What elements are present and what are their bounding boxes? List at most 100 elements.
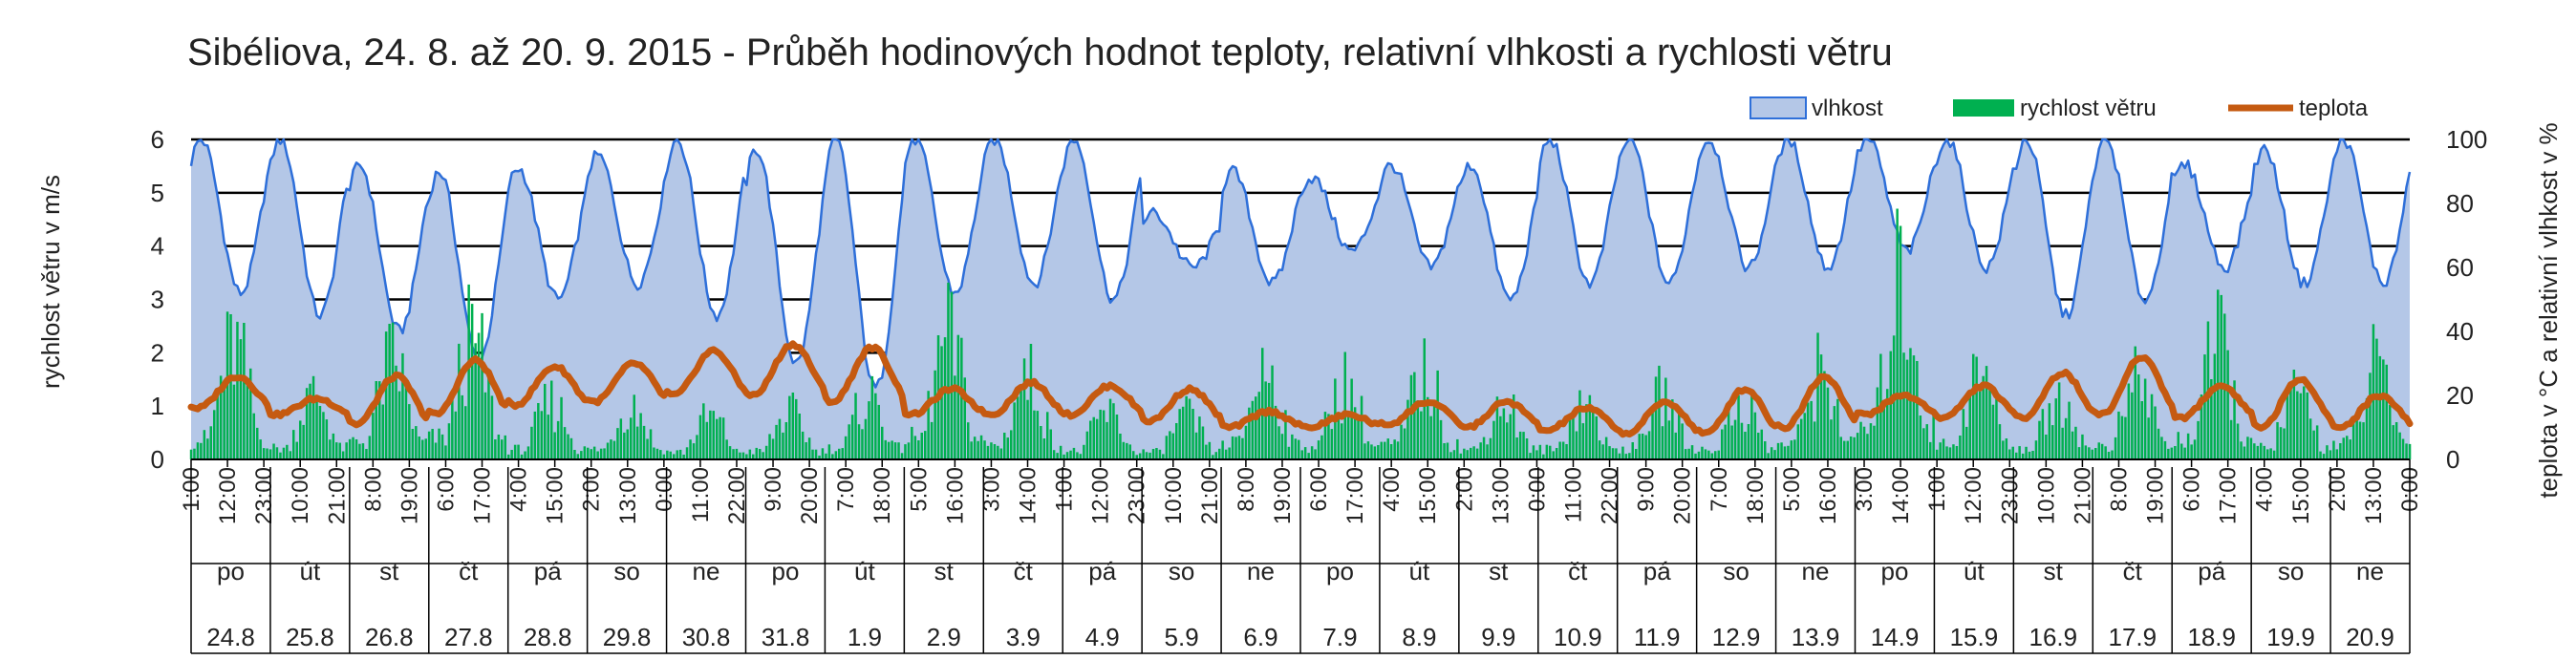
x-hour-label: 11:00: [688, 467, 714, 522]
wind-bar: [1721, 429, 1724, 459]
wind-bar: [368, 436, 372, 459]
x-hour-label: 2:00: [579, 467, 605, 512]
wind-bar: [1942, 438, 1945, 459]
temperature-line: [187, 340, 2414, 438]
x-date-label: 17.9: [2108, 623, 2157, 651]
x-hour-label: 13:00: [615, 467, 641, 524]
x-hour-label: 12:00: [215, 467, 241, 524]
wind-bar: [1604, 436, 1608, 459]
wind-bar: [279, 452, 282, 459]
wind-bar: [2038, 420, 2041, 459]
x-hour-label: 23:00: [251, 467, 277, 524]
legend-label-temperature: teplota: [2299, 96, 2369, 121]
wind-bar: [907, 442, 911, 459]
wind-bar: [917, 440, 920, 459]
wind-bar: [2018, 446, 2021, 459]
x-hour-label: 6:00: [2179, 467, 2205, 512]
wind-bar: [807, 437, 811, 459]
wind-bar: [1274, 405, 1277, 459]
x-hour-label: 4:00: [2252, 467, 2278, 512]
x-hour-label: 0:00: [652, 467, 677, 512]
wind-bar: [358, 443, 361, 459]
wind-bar: [1684, 449, 1687, 459]
wind-bar: [666, 450, 669, 459]
wind-bar: [1909, 348, 1912, 459]
wind-bar: [540, 411, 544, 459]
wind-bar: [2111, 450, 2114, 459]
wind-bar: [2193, 439, 2197, 459]
x-day-label: út: [1964, 557, 1985, 585]
wind-bar: [2177, 432, 2179, 459]
wind-bar: [1148, 452, 1151, 459]
wind-bar: [977, 440, 979, 459]
wind-bar: [2401, 438, 2405, 459]
y-tick-label-right: 40: [2446, 317, 2474, 346]
wind-bar: [189, 449, 193, 459]
x-hour-label: 15:00: [1415, 467, 1441, 524]
wind-bar: [1806, 402, 1810, 459]
y-axis-left-label: rychlost větru v m/s: [36, 175, 65, 389]
wind-bar: [1515, 437, 1518, 459]
wind-bar: [1171, 433, 1174, 459]
y-tick-label-left: 1: [151, 392, 164, 420]
wind-bar: [1853, 436, 1856, 459]
wind-bar: [1733, 419, 1737, 459]
wind-bar: [1155, 448, 1158, 459]
wind-bar: [2011, 446, 2014, 459]
wind-bar: [2385, 364, 2388, 459]
wind-bar: [1115, 415, 1119, 459]
x-hour-label: 13:00: [2361, 467, 2387, 524]
wind-bar: [1760, 429, 1763, 459]
wind-bar: [1102, 410, 1106, 459]
wind-bar: [2217, 289, 2220, 459]
wind-bar: [1132, 451, 1135, 459]
x-hour-label: 23:00: [1125, 467, 1150, 524]
x-day-label: ne: [1247, 557, 1275, 585]
wind-bar: [497, 435, 501, 459]
wind-bar: [1783, 446, 1787, 459]
y-axis-right-label: teplota v °C a relativní vlhkost v %: [2534, 122, 2563, 498]
wind-bar: [1353, 407, 1357, 459]
wind-bar: [329, 439, 332, 459]
wind-bar: [2015, 452, 2018, 459]
wind-bar: [424, 438, 427, 459]
wind-bar: [411, 429, 415, 459]
wind-bar: [1767, 453, 1770, 459]
wind-bar: [1869, 423, 1873, 459]
x-day-label: ne: [2356, 557, 2384, 585]
wind-bar: [2157, 428, 2160, 459]
wind-bar: [1704, 449, 1707, 459]
wind-bar: [2203, 354, 2206, 459]
wind-bar: [322, 412, 325, 459]
wind-bar: [1128, 444, 1131, 459]
x-date-label: 5.9: [1165, 623, 1199, 651]
wind-bar: [930, 421, 934, 459]
wind-bar: [2240, 441, 2243, 459]
wind-bar: [642, 425, 646, 459]
wind-bar: [877, 404, 880, 459]
wind-bar: [1862, 426, 1866, 459]
wind-bar: [784, 422, 788, 459]
wind-bar: [1456, 438, 1459, 459]
wind-bar: [1635, 449, 1638, 459]
wind-bar: [973, 436, 977, 459]
wind-bar: [365, 449, 368, 459]
wind-bar: [547, 415, 549, 459]
wind-bar: [2183, 447, 2186, 459]
wind-bar: [2312, 430, 2315, 459]
wind-bar: [798, 414, 801, 459]
wind-bar: [2104, 446, 2107, 459]
wind-bar: [354, 439, 358, 459]
wind-bar: [861, 429, 864, 459]
wind-bar: [900, 453, 904, 459]
wind-bar: [1730, 425, 1733, 459]
wind-bar: [1350, 378, 1353, 459]
wind-bar: [1727, 403, 1730, 459]
x-date-label: 19.9: [2266, 623, 2315, 651]
wind-bar: [1790, 440, 1793, 459]
wind-bar: [348, 438, 352, 459]
wind-bar: [1740, 422, 1744, 459]
wind-bar: [838, 448, 841, 459]
wind-bar: [1764, 441, 1767, 459]
wind-bar: [1303, 447, 1307, 459]
